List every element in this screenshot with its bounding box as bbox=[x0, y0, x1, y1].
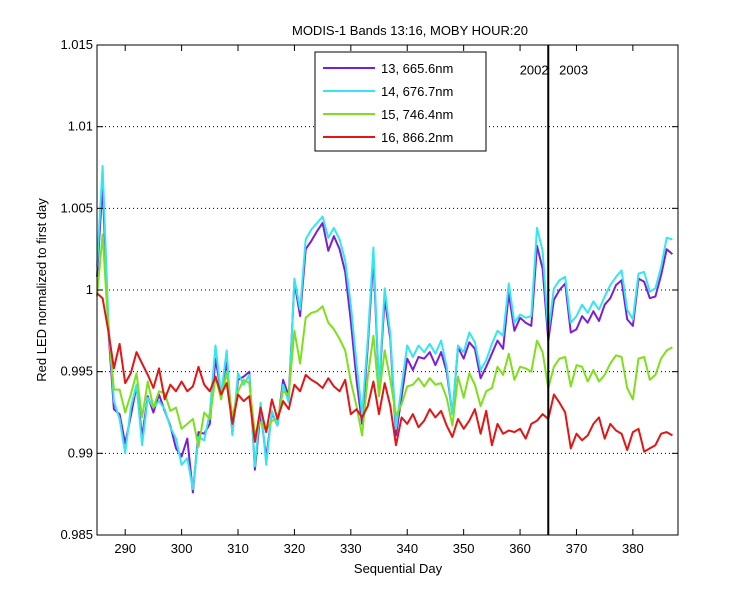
x-tick-label: 320 bbox=[284, 541, 306, 556]
x-tick-label: 380 bbox=[622, 541, 644, 556]
y-tick-label: 0.985 bbox=[60, 527, 93, 542]
legend: 13, 665.6nm 14, 676.7nm 15, 746.4nm 16, 866… bbox=[315, 52, 486, 151]
x-tick-label: 370 bbox=[566, 541, 588, 556]
x-tick-label: 300 bbox=[171, 541, 193, 556]
x-tick-label: 310 bbox=[227, 541, 249, 556]
x-tick-label: 340 bbox=[396, 541, 418, 556]
year-label: 2002 bbox=[520, 62, 549, 77]
x-tick-label: 330 bbox=[340, 541, 362, 556]
y-tick-label: 1.005 bbox=[60, 200, 93, 215]
legend-label: 14, 676.7nm bbox=[381, 84, 453, 99]
legend-label: 13, 665.6nm bbox=[381, 61, 453, 76]
line-chart: 0.985 0.99 0.995 1 1.005 1.01 1.015 290 300 310 32… bbox=[0, 0, 750, 600]
y-tick-label: 1 bbox=[86, 282, 93, 297]
y-tick-label: 1.015 bbox=[60, 37, 93, 52]
x-tick-label: 290 bbox=[114, 541, 136, 556]
y-tick-label: 0.995 bbox=[60, 364, 93, 379]
x-tick-label: 360 bbox=[509, 541, 531, 556]
y-tick-label: 0.99 bbox=[68, 445, 93, 460]
year-label: 2003 bbox=[559, 62, 588, 77]
x-tick-label: 350 bbox=[453, 541, 475, 556]
chart-title: MODIS-1 Bands 13:16, MOBY HOUR:20 bbox=[292, 23, 528, 38]
y-axis-label: Red LED normalized to first day bbox=[34, 198, 49, 382]
legend-label: 16, 866.2nm bbox=[381, 130, 453, 145]
y-tick-label: 1.01 bbox=[68, 119, 93, 134]
legend-label: 15, 746.4nm bbox=[381, 107, 453, 122]
x-axis-label: Sequential Day bbox=[354, 561, 443, 576]
